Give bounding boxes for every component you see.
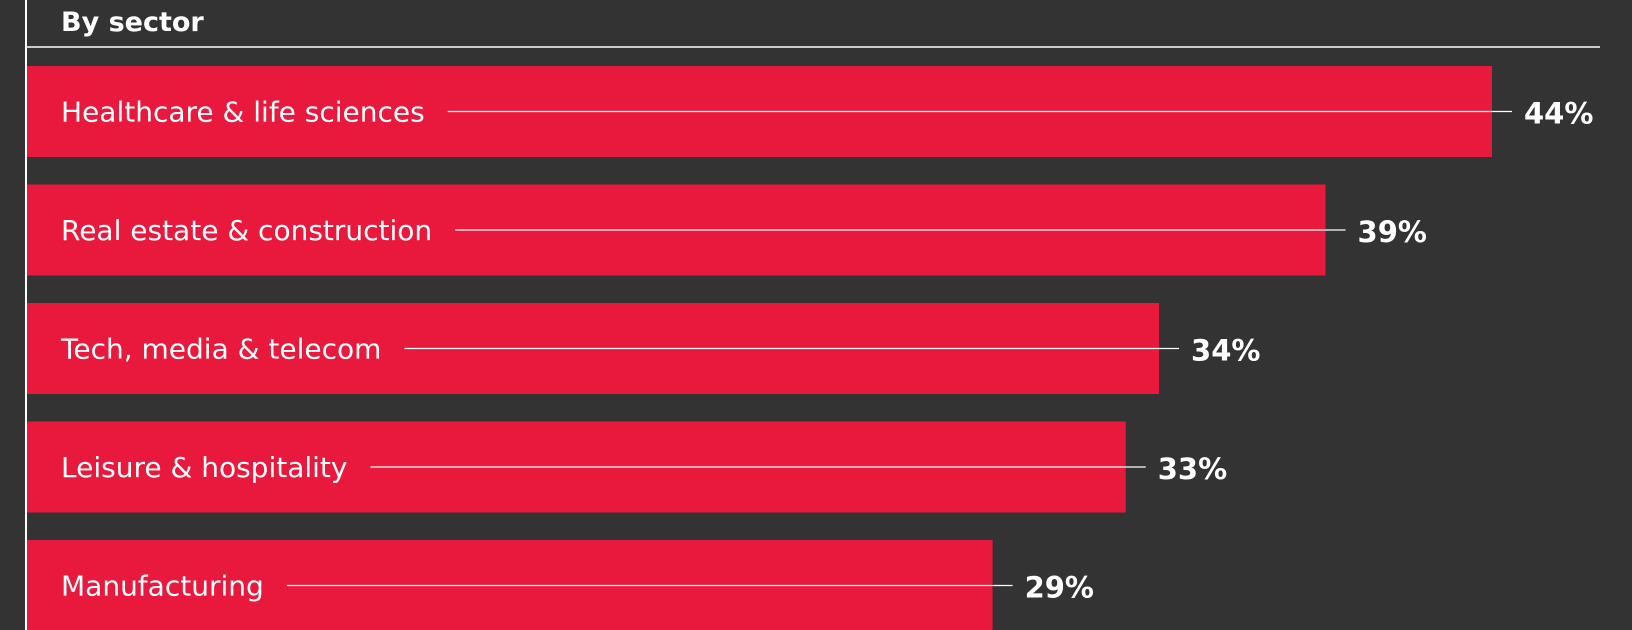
value-label: 44%: [1524, 97, 1593, 131]
value-label: 39%: [1358, 215, 1427, 249]
category-label: Real estate & construction: [61, 214, 432, 247]
value-label: 29%: [1025, 571, 1094, 605]
category-label: Leisure & hospitality: [61, 451, 347, 484]
category-label: Healthcare & life sciences: [61, 96, 425, 129]
bar-group: Manufacturing 29%: [27, 540, 1094, 630]
category-label: Tech, media & telecom: [60, 333, 381, 366]
category-label: Manufacturing: [61, 570, 264, 603]
bars-layer: Healthcare & life sciences 44% Real estate…: [27, 66, 1593, 630]
bar-group: Real estate & construction 39%: [27, 184, 1427, 276]
bar-group: Leisure & hospitality 33%: [27, 421, 1227, 513]
value-label: 33%: [1158, 452, 1227, 486]
chart-heading: By sector: [61, 7, 204, 38]
bar-group: Tech, media & telecom 34%: [27, 303, 1260, 394]
bar-group: Healthcare & life sciences 44%: [27, 66, 1593, 157]
value-label: 34%: [1191, 334, 1260, 368]
